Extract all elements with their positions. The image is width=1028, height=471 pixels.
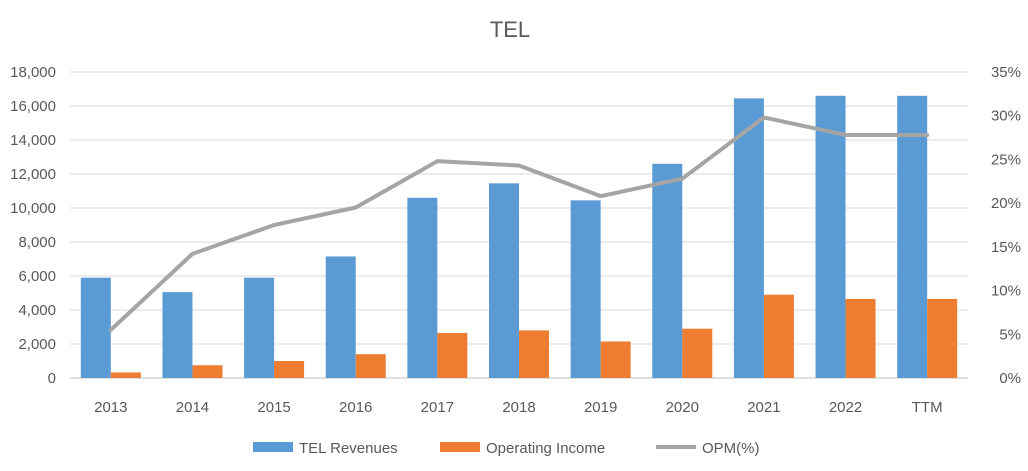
revenue-bar [325,256,356,378]
operating-income-bar [274,361,305,378]
right-axis-tick-label: 0% [999,370,1021,387]
revenue-bar [244,277,275,378]
left-axis-tick-label: 4,000 [18,302,56,319]
revenue-bar [733,98,764,378]
left-axis-tick-label: 8,000 [18,234,56,251]
operating-income-bar [600,341,631,378]
revenue-bar [652,163,683,378]
left-axis-tick-label: 16,000 [10,98,56,115]
category-tick-label: 2013 [94,399,127,416]
category-tick-label: 2016 [339,399,372,416]
left-axis-tick-label: 2,000 [18,336,56,353]
operating-income-bar [355,354,386,378]
left-axis-tick-label: 0 [48,370,56,387]
left-axis-tick-label: 6,000 [18,268,56,285]
line-series [108,115,930,332]
right-axis-tick-label: 35% [991,64,1021,81]
category-tick-label: 2019 [584,399,617,416]
category-tick-label: 2017 [421,399,454,416]
legend-item: Operating Income [440,440,605,457]
right-axis-tick-label: 15% [991,239,1021,256]
revenue-bar [570,200,601,378]
operating-income-bar [437,332,468,378]
legend-label: Operating Income [486,440,605,457]
right-axis-tick-label: 5% [999,326,1021,343]
legend-swatch [253,442,293,452]
legend-label: TEL Revenues [299,440,398,457]
left-axis-tick-label: 18,000 [10,64,56,81]
revenue-bar [162,292,193,378]
category-axis-ticks: 2013 2014 2015 2016 2017 2018 2019 2020 2021 2022… [94,399,942,416]
category-tick-label: 2014 [176,399,209,416]
bar-series [80,95,958,379]
left-axis-tick-label: 12,000 [10,166,56,183]
revenue-bar [80,277,111,378]
left-axis-tick-label: 14,000 [10,132,56,149]
chart-title: TEL [490,17,530,42]
category-tick-label: 2015 [257,399,290,416]
right-axis-tick-label: 25% [991,151,1021,168]
category-tick-label: 2022 [829,399,862,416]
operating-income-bar [682,328,713,378]
legend-swatch [440,442,480,452]
legend: TEL Revenues Operating Income OPM(%) [253,440,760,457]
left-axis-ticks: 0 2,000 4,000 6,000 8,000 10,000 12,000 14,000 1… [10,64,56,387]
revenue-bar [897,95,928,379]
legend-item: TEL Revenues [253,440,398,457]
operating-income-bar [519,330,549,378]
operating-income-bar [845,298,876,378]
category-tick-label: 2020 [666,399,699,416]
right-axis-tick-label: 20% [991,195,1021,212]
opm-line [108,115,930,332]
right-axis-tick-label: 10% [991,283,1021,300]
left-axis-tick-label: 10,000 [10,200,56,217]
category-tick-label: 2018 [502,399,535,416]
right-axis-ticks: 0% 5% 10% 15% 20% 25% 30% 35% [991,64,1021,387]
operating-income-bar [927,298,958,378]
category-tick-label: 2021 [747,399,780,416]
operating-income-bar [763,294,794,378]
category-tick-label: TTM [912,399,943,416]
revenue-bar [407,197,438,378]
operating-income-bar [192,365,223,378]
right-axis-tick-label: 30% [991,108,1021,125]
operating-income-bar [110,372,141,378]
revenue-bar [815,95,846,379]
revenue-bar [489,183,519,378]
legend-label: OPM(%) [702,440,760,457]
legend-item: OPM(%) [656,440,760,457]
